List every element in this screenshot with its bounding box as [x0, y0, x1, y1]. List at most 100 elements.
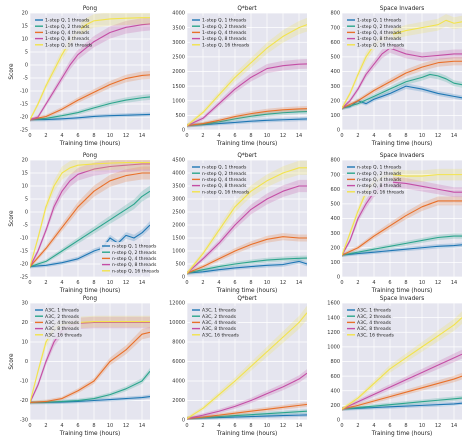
legend-entry: A3C, 4 threads — [357, 320, 392, 326]
y-tick-label: 10 — [22, 184, 28, 190]
series-line — [342, 60, 462, 109]
legend-entry: 1-step Q, 2 threads — [45, 24, 90, 30]
legend-entry: 1-step Q, 8 threads — [357, 36, 402, 42]
x-tick-label: 12 — [123, 280, 129, 286]
x-tick-label: 2 — [201, 280, 204, 286]
y-tick-label: 2500 — [172, 55, 185, 61]
y-tick-label: -20 — [20, 115, 28, 121]
legend-entry: A3C, 1 threads — [45, 308, 80, 314]
series-group — [187, 160, 307, 275]
x-tick-label: 2 — [44, 280, 47, 286]
x-axis-label: Training time (hours) — [216, 431, 277, 437]
series-band — [187, 255, 307, 275]
legend-entry: n-step Q, 1 threads — [202, 165, 247, 171]
series-line — [187, 185, 307, 274]
x-tick-label: 12 — [123, 423, 129, 429]
series-line — [187, 24, 307, 127]
legend-entry: 1-step Q, 2 threads — [357, 24, 402, 30]
series-band — [30, 315, 150, 405]
legend-entry: n-step Q, 8 threads — [202, 183, 247, 189]
legend-entry: A3C, 2 threads — [202, 314, 237, 320]
series-line — [187, 63, 307, 127]
x-tick-label: 4 — [217, 133, 220, 139]
x-tick-label: 6 — [76, 280, 79, 286]
y-tick-label: 12000 — [169, 301, 185, 307]
x-tick-label: 0 — [28, 423, 31, 429]
legend-entry: A3C, 16 threads — [202, 332, 240, 338]
series-line — [187, 108, 307, 127]
x-tick-label: 0 — [340, 423, 343, 429]
y-tick-label: 10 — [22, 37, 28, 43]
chart-title: Pong — [83, 296, 98, 302]
legend-entry: 1-step Q, 1 threads — [202, 18, 247, 24]
legend-entry: A3C, 16 threads — [357, 332, 395, 338]
x-axis-label: Training time (hours) — [371, 288, 432, 294]
series-line — [187, 236, 307, 274]
series-line — [30, 190, 150, 268]
y-tick-label: 10000 — [169, 320, 185, 326]
x-tick-label: 12 — [123, 133, 129, 139]
x-tick-label: 14 — [451, 423, 457, 429]
y-tick-label: 8000 — [172, 340, 185, 346]
y-tick-label: 1500 — [172, 84, 185, 90]
x-tick-label: 8 — [404, 423, 407, 429]
chart-panel: 0 2 4 6 8 10 12 14 -25 -20 -15 -10 -5 0 5 10 15 20 Pong Tra… — [9, 153, 160, 294]
legend-entry: A3C, 4 threads — [202, 320, 237, 326]
y-axis-label: Score — [9, 353, 15, 370]
x-axis-label: Training time (hours) — [59, 141, 120, 147]
legend-entry: n-step Q, 1 threads — [112, 244, 157, 250]
series-line — [342, 397, 462, 410]
legend-entry: A3C, 1 threads — [357, 308, 392, 314]
legend-entry: n-step Q, 8 threads — [112, 262, 157, 268]
chart-panel: 0 2 4 6 8 10 12 14 0 100 200 300 400 500 600 700 800 Spac… — [330, 153, 462, 294]
series-band — [30, 316, 150, 405]
x-tick-label: 10 — [419, 133, 425, 139]
x-tick-label: 2 — [201, 423, 204, 429]
series-line — [30, 331, 150, 403]
chart-panel: 0 2 4 6 8 10 12 14 0 100 200 300 400 500 600 700 800 Spac… — [330, 6, 462, 147]
y-tick-label: 0 — [25, 210, 28, 216]
legend-entry: n-step Q, 8 threads — [357, 183, 402, 189]
series-band — [187, 160, 307, 275]
y-tick-label: 2000 — [172, 223, 185, 229]
legend-entry: 1-step Q, 16 threads — [202, 42, 250, 48]
legend-entry: n-step Q, 4 threads — [357, 177, 402, 183]
series-line — [30, 113, 150, 121]
legend-entry: 1-step Q, 16 threads — [357, 42, 405, 48]
series-line — [342, 402, 462, 410]
y-tick-label: 200 — [330, 403, 340, 409]
series-line — [30, 163, 150, 267]
y-tick-label: 500 — [175, 113, 185, 119]
y-tick-label: 10 — [22, 340, 28, 346]
y-tick-label: 700 — [330, 172, 340, 178]
x-tick-label: 8 — [404, 280, 407, 286]
y-tick-label: 15 — [22, 24, 28, 30]
x-tick-label: 4 — [60, 280, 63, 286]
chart-panel: 0 2 4 6 8 10 12 14 -30 -20 -10 0 10 20 30 Pong Training … — [9, 296, 150, 437]
x-tick-label: 0 — [185, 133, 188, 139]
series-line — [187, 111, 307, 127]
series-line — [187, 372, 307, 420]
x-tick-label: 2 — [356, 133, 359, 139]
x-tick-label: 10 — [264, 133, 270, 139]
y-tick-label: 600 — [330, 187, 340, 193]
y-tick-label: 5 — [25, 50, 28, 56]
x-tick-label: 14 — [139, 133, 145, 139]
x-tick-label: 4 — [217, 423, 220, 429]
series-line — [342, 73, 462, 109]
legend-entry: 1-step Q, 1 threads — [45, 18, 90, 24]
y-tick-label: 1500 — [172, 236, 185, 242]
x-tick-label: 6 — [76, 133, 79, 139]
x-tick-label: 6 — [233, 280, 236, 286]
series-band — [342, 168, 462, 257]
y-tick-label: 5 — [25, 197, 28, 203]
series-band — [342, 233, 462, 257]
y-tick-label: 400 — [330, 388, 340, 394]
x-tick-label: 10 — [107, 423, 113, 429]
legend-entry: 1-step Q, 8 threads — [202, 36, 247, 42]
